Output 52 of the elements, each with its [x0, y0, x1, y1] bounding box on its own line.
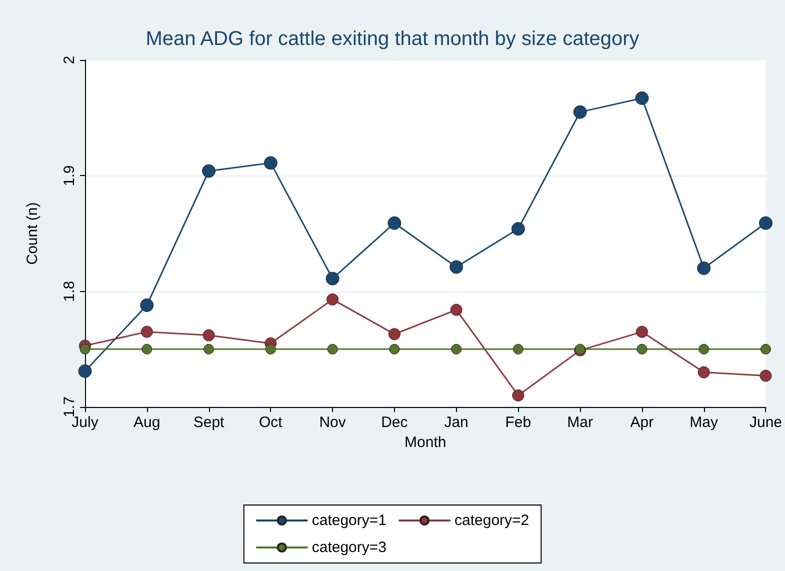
- point: [451, 344, 462, 354]
- legend-label: category=2: [454, 512, 530, 529]
- point: [450, 304, 462, 316]
- legend-label: category=3: [312, 539, 387, 556]
- point: [512, 344, 524, 354]
- legend-label: category=1: [312, 512, 387, 529]
- x-tick-label: Dec: [381, 414, 408, 431]
- chart-title: Mean ADG for cattle exiting that month by size category: [146, 28, 640, 50]
- point: [636, 326, 648, 338]
- point: [140, 298, 154, 312]
- point: [265, 344, 276, 354]
- x-tick-label: Mar: [567, 414, 594, 431]
- point: [697, 261, 711, 275]
- point: [511, 222, 525, 236]
- x-tick-label: Nov: [319, 414, 346, 431]
- point: [698, 366, 710, 378]
- point: [327, 344, 338, 354]
- point: [389, 344, 400, 354]
- point: [204, 344, 214, 354]
- x-tick-label: Feb: [505, 414, 532, 431]
- point: [326, 272, 340, 286]
- point: [202, 329, 215, 342]
- point: [636, 344, 648, 354]
- point: [573, 105, 587, 119]
- y-axis-title: Count (n): [24, 202, 41, 265]
- point: [450, 260, 464, 274]
- point: [760, 370, 772, 382]
- point: [760, 344, 771, 354]
- x-tick-label: June: [749, 414, 782, 431]
- x-tick-label: Oct: [258, 414, 284, 431]
- x-axis-title: Month: [404, 434, 446, 451]
- x-tick-label: May: [690, 414, 719, 431]
- point: [264, 156, 278, 170]
- x-tick-label: Jan: [444, 414, 468, 431]
- point: [698, 344, 710, 354]
- point: [512, 389, 524, 402]
- point: [388, 328, 400, 340]
- y-tick-label: 1.8: [61, 280, 78, 302]
- y-tick-label: 1.9: [61, 165, 78, 186]
- point: [759, 216, 772, 230]
- x-tick-label: Sept: [193, 414, 226, 431]
- point: [202, 164, 216, 178]
- point: [78, 364, 92, 378]
- point: [140, 326, 153, 338]
- point: [142, 344, 152, 354]
- point: [388, 216, 402, 230]
- point: [326, 293, 339, 306]
- point: [635, 91, 649, 105]
- x-tick-label: Aug: [134, 414, 160, 431]
- x-tick-label: Apr: [630, 414, 654, 431]
- y-tick-label: 2: [61, 56, 78, 64]
- point: [80, 344, 90, 354]
